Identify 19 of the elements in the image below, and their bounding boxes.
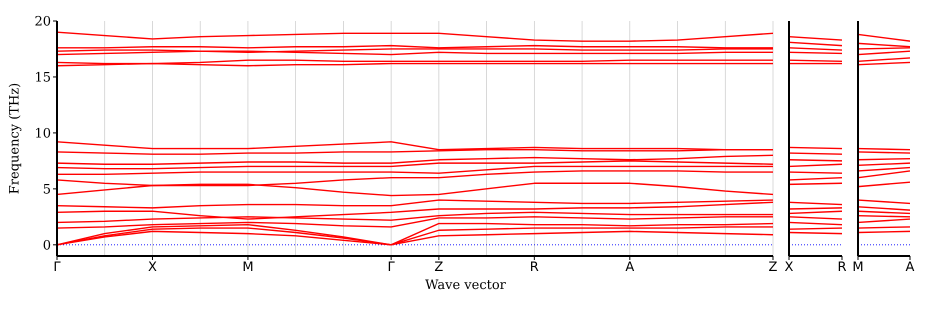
x-axis-title: Wave vector <box>424 278 507 293</box>
x-tick-label: A <box>625 260 634 276</box>
x-tick-label: Z <box>434 260 444 276</box>
x-tick-label: X <box>148 260 158 276</box>
x-tick-label: R <box>837 260 847 276</box>
y-tick-label: 20 <box>34 14 51 30</box>
x-tick-label: A <box>906 260 915 276</box>
x-tick-label: M <box>852 260 864 276</box>
x-tick-label: Γ <box>53 260 62 276</box>
y-tick-label: 0 <box>42 238 51 254</box>
x-tick-label: R <box>530 260 539 276</box>
y-tick-label: 15 <box>34 70 51 86</box>
y-tick-label: 5 <box>42 182 51 198</box>
x-tick-label: X <box>784 260 794 276</box>
x-tick-label: Γ <box>388 260 396 276</box>
x-tick-label: Z <box>768 260 778 276</box>
x-tick-label: M <box>242 260 254 276</box>
y-axis-title: Frequency (THz) <box>8 82 23 194</box>
y-tick-label: 10 <box>34 126 51 142</box>
